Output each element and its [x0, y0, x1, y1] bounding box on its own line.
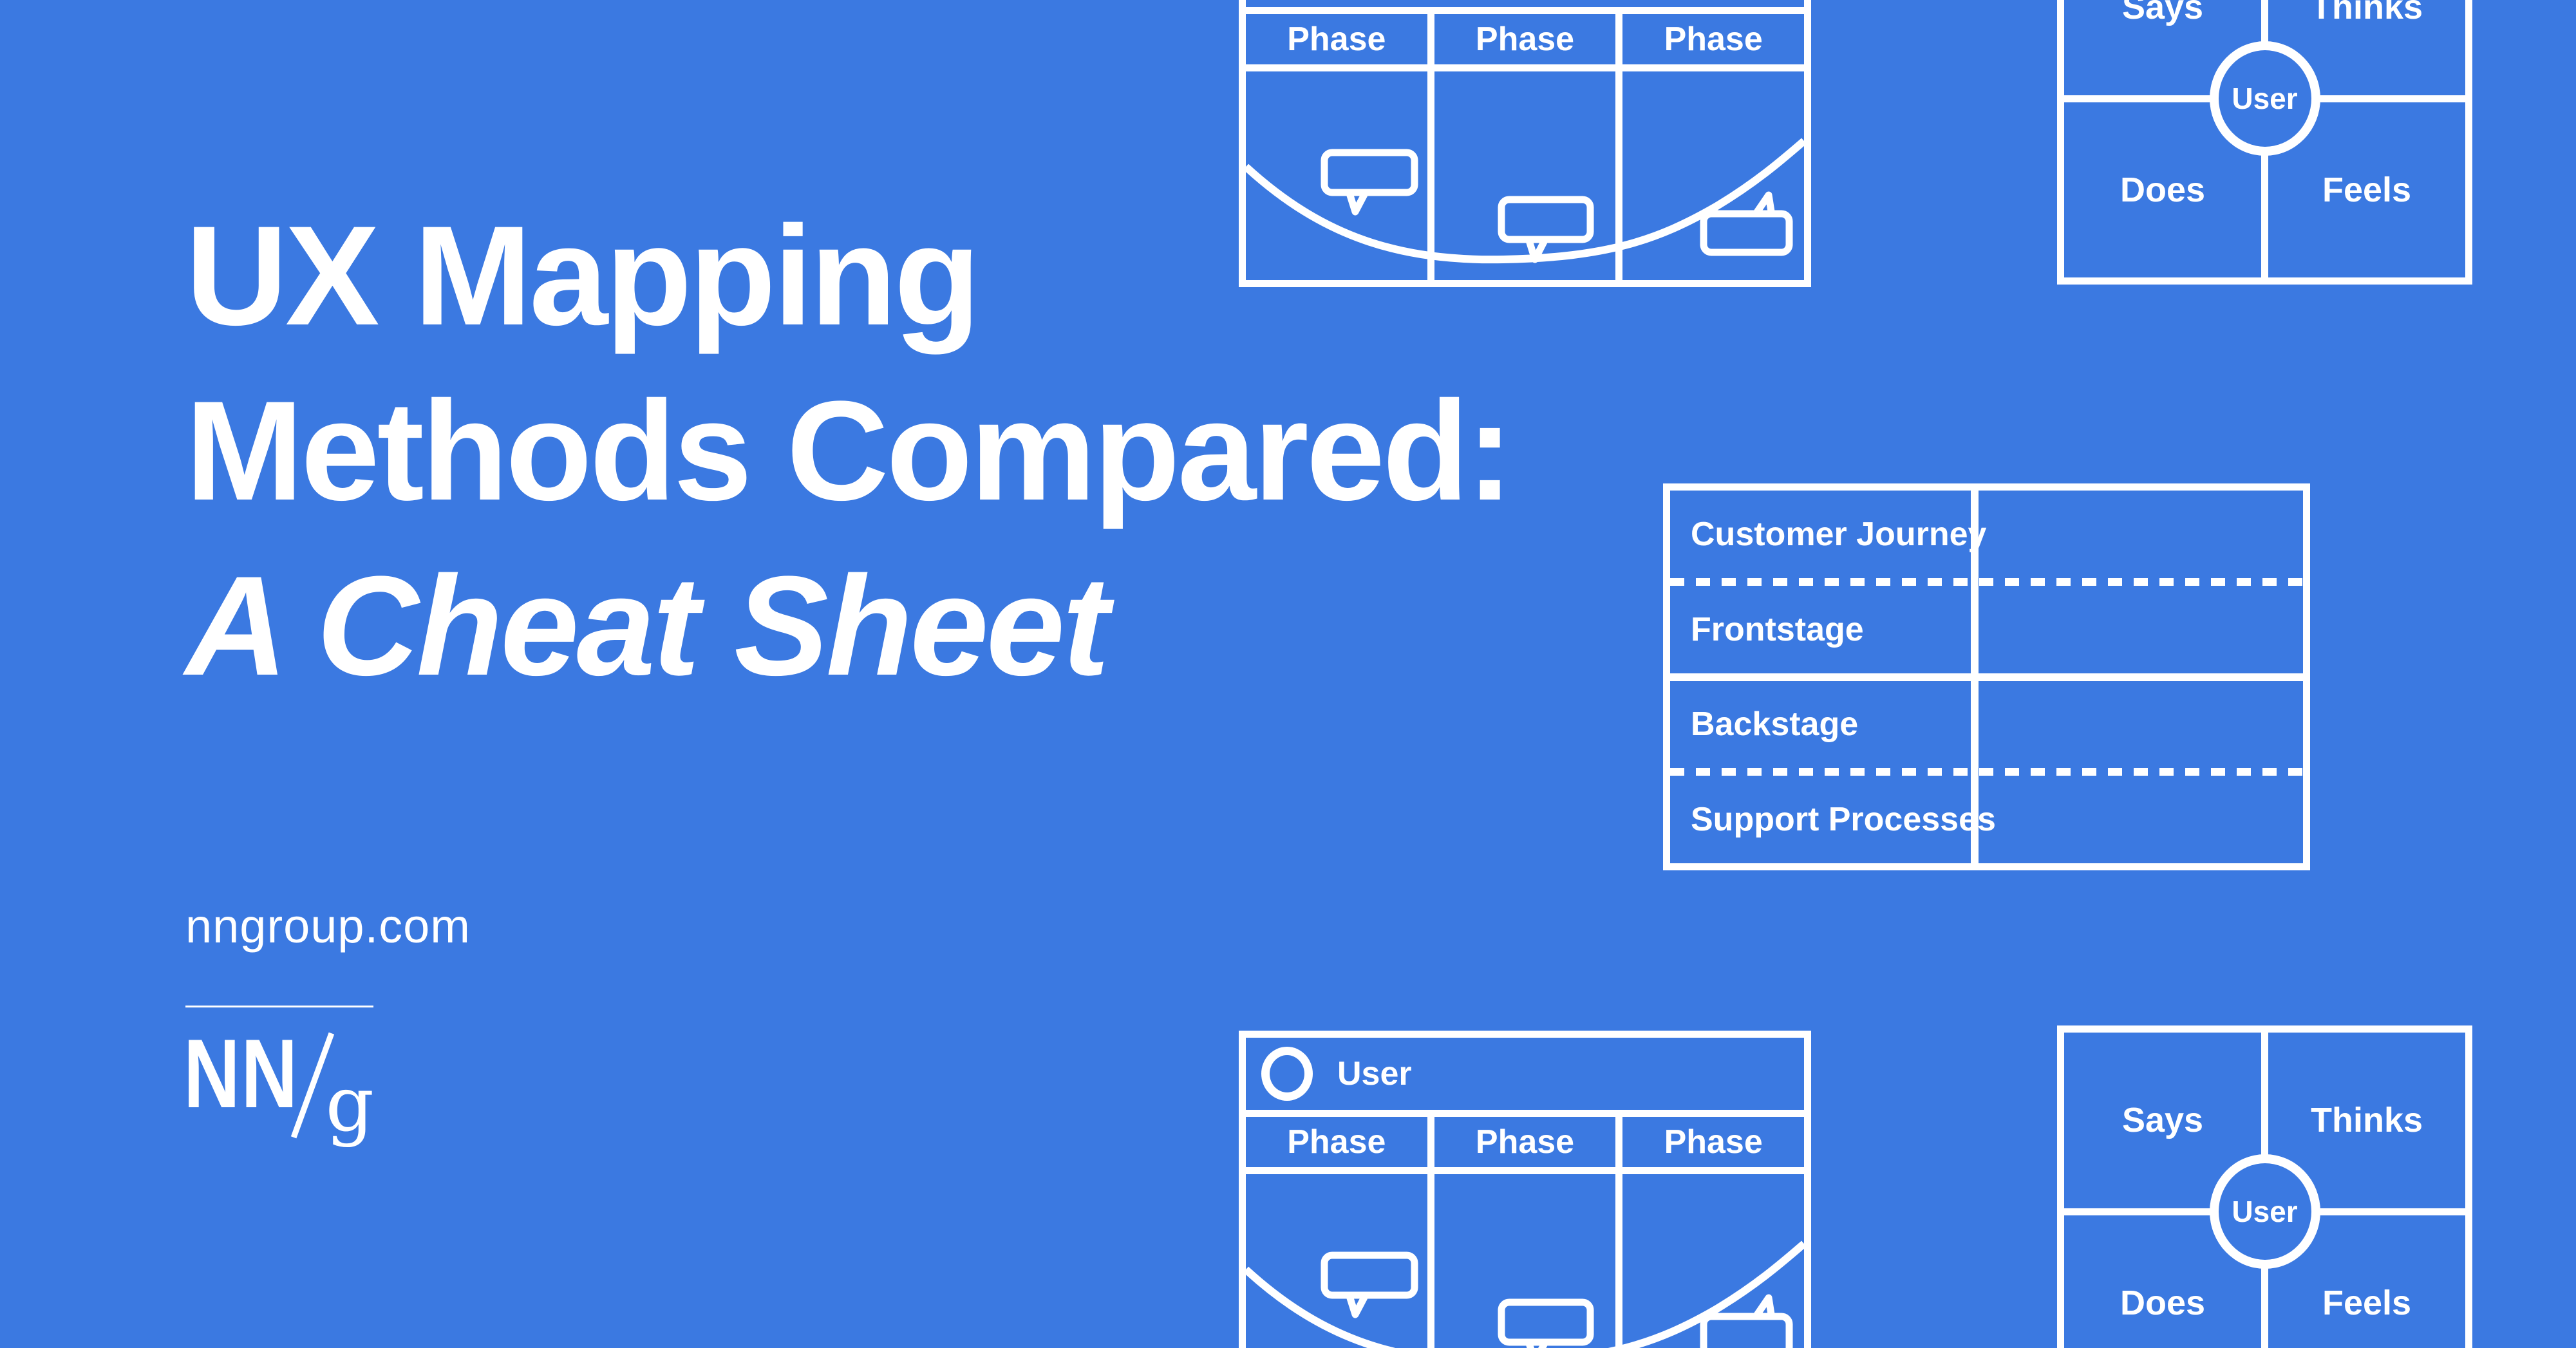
speech-bubble-icon — [1498, 196, 1594, 263]
nng-logo-nn: NN — [183, 1019, 299, 1128]
journey-map-user-header: User — [1246, 0, 1804, 7]
blueprint-row-backstage: Backstage — [1691, 706, 1859, 744]
user-circle-icon — [1261, 1047, 1313, 1101]
journey-map-bottom: User Phase Phase Phase — [1239, 1031, 1811, 1348]
phase-header-cell: Phase — [1434, 1117, 1616, 1167]
empathy-quadrant-does: Does — [2064, 102, 2261, 277]
journey-map-user-label: User — [1337, 1055, 1412, 1092]
phase-header-cell: Phase — [1622, 1117, 1805, 1167]
journey-map-user-header: User — [1246, 1038, 1804, 1110]
phase-header-cell: Phase — [1246, 1117, 1427, 1167]
empathy-user-circle: User — [2209, 1154, 2320, 1269]
blueprint-row-customer-journey: Customer Journey — [1691, 515, 1987, 553]
dashed-divider-line — [1670, 577, 2303, 586]
journey-curve-and-bubbles — [1246, 1240, 1804, 1348]
title-line-2: Methods Compared: — [185, 371, 1514, 530]
journey-map-top: User Phase Phase Phase — [1239, 0, 1811, 287]
nng-logo-g: g — [325, 1060, 375, 1148]
emotion-curve-line — [1246, 1240, 1804, 1348]
blueprint-backstage-block: Backstage Support Processes — [1670, 680, 2303, 863]
service-blueprint: Customer Journey Frontstage Backstage Su… — [1663, 483, 2310, 870]
title-line-3: A Cheat Sheet — [185, 547, 1109, 705]
speech-bubble-icon — [1321, 149, 1418, 216]
blueprint-row-frontstage: Frontstage — [1691, 610, 1864, 648]
title-line-1: UX Mapping — [185, 196, 981, 355]
phase-header-cell: Phase — [1622, 14, 1805, 64]
website-url: nngroup.com — [185, 899, 471, 953]
empathy-user-label: User — [2232, 82, 2298, 115]
speech-bubble-icon — [1498, 1298, 1594, 1348]
divider-line — [185, 1006, 373, 1007]
dashed-divider-line — [1670, 768, 2303, 776]
blueprint-column-divider — [1971, 491, 1979, 863]
empathy-quadrant-says: Says — [2064, 1033, 2261, 1208]
nng-logo: NN g — [183, 1019, 374, 1142]
journey-curve-and-bubbles — [1246, 138, 1804, 264]
journey-body-cell — [1434, 71, 1616, 280]
empathy-map-bottom: Says Thinks Does Feels User — [2057, 1025, 2472, 1348]
speech-bubble-icon — [1700, 1294, 1793, 1348]
speech-bubble-icon — [1700, 191, 1793, 256]
empathy-user-label: User — [2232, 1195, 2298, 1228]
empathy-user-circle: User — [2209, 41, 2320, 156]
empathy-map-top: Says Thinks Does Feels User — [2057, 0, 2472, 285]
phase-header-cell: Phase — [1434, 14, 1616, 64]
speech-bubble-icon — [1321, 1251, 1418, 1318]
phase-header-cell: Phase — [1246, 14, 1427, 64]
blueprint-frontstage-block: Customer Journey Frontstage — [1670, 491, 2303, 673]
blueprint-row-support-processes: Support Processes — [1691, 801, 1996, 839]
page-title: UX Mapping Methods Compared: A Cheat She… — [185, 188, 1514, 713]
emotion-curve-line — [1246, 138, 1804, 264]
